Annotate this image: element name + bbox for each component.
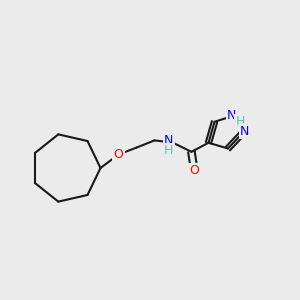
Text: N: N [164, 134, 174, 148]
Text: H: H [235, 115, 245, 128]
Text: N: N [240, 124, 249, 138]
Text: N: N [227, 109, 237, 122]
Text: H: H [164, 144, 174, 158]
Text: O: O [190, 164, 199, 178]
Text: O: O [114, 148, 123, 161]
